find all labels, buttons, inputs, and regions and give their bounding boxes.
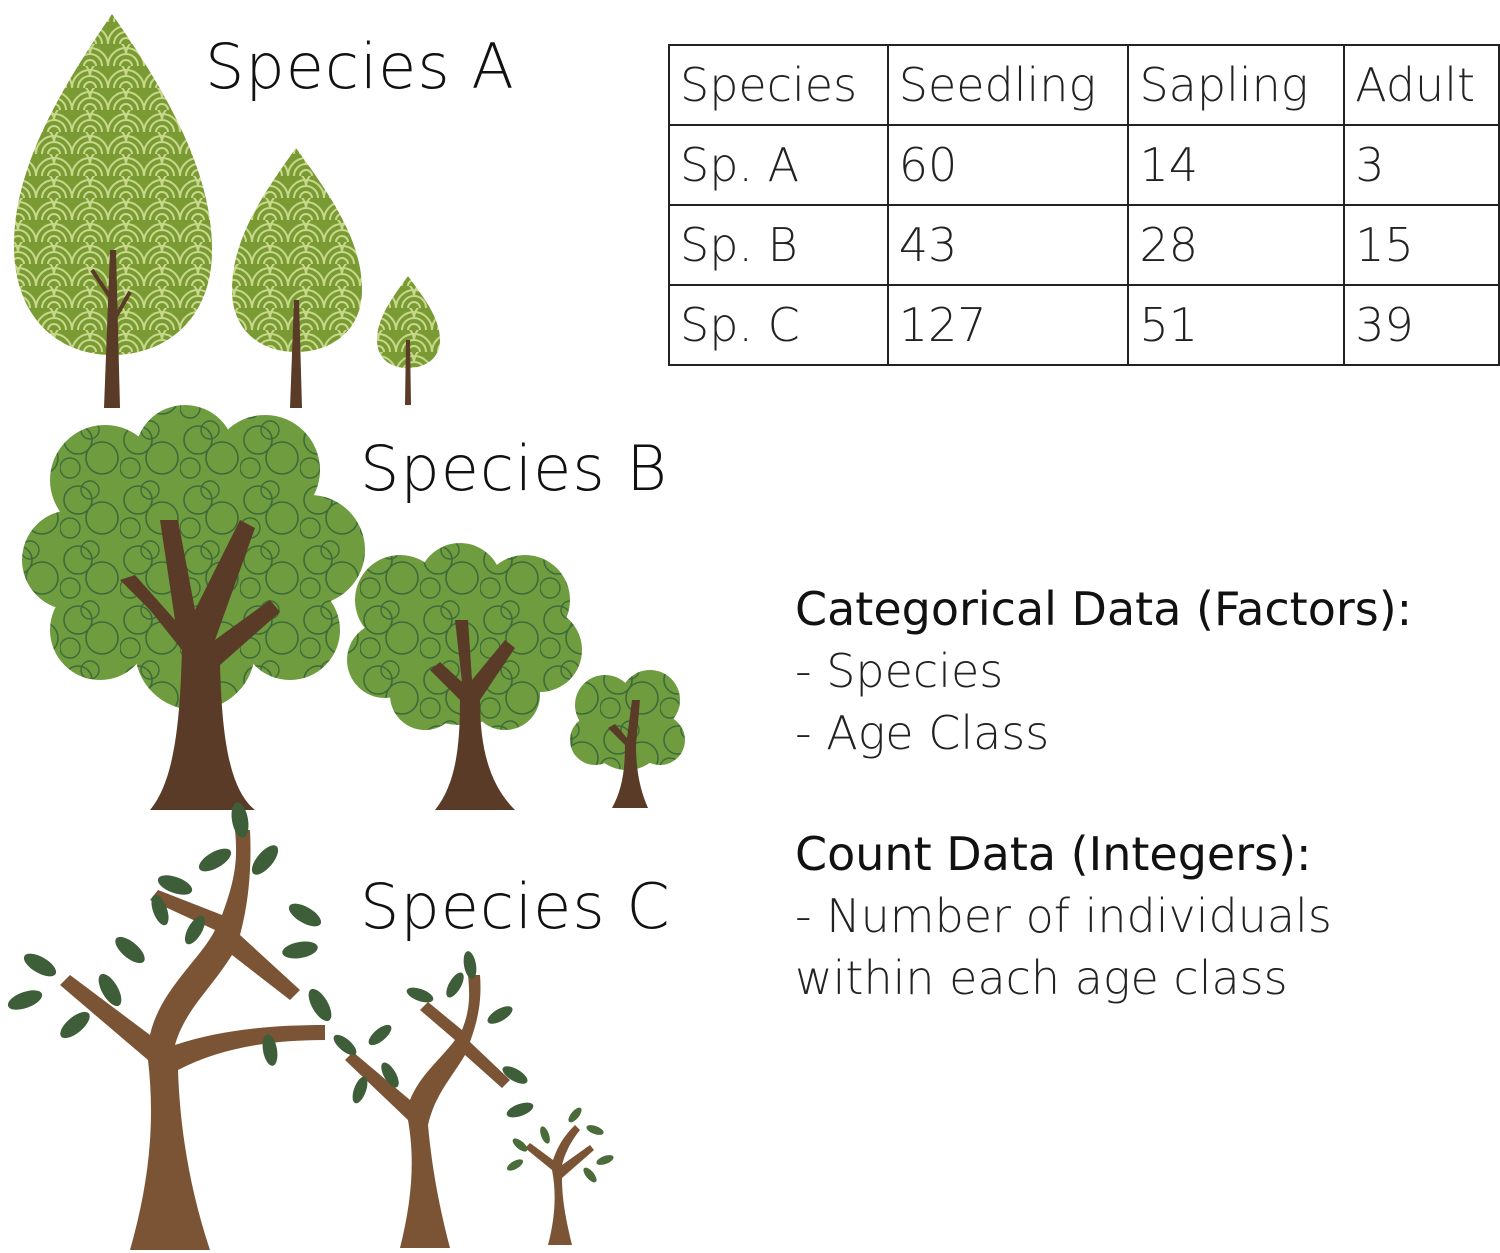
table-cell: 14 xyxy=(1127,124,1346,206)
list-item: - Age Class xyxy=(795,706,1050,760)
species-b-label: Species B xyxy=(360,432,668,505)
table-cell: 127 xyxy=(886,284,1130,366)
table-cell: 60 xyxy=(886,124,1130,206)
list-item: within each age class xyxy=(795,951,1288,1005)
age-class-count-table: Species Seedling Sapling Adult Sp. A 60 … xyxy=(668,44,1500,366)
table-row: Sp. C 127 51 39 xyxy=(668,284,1500,366)
table-header-cell: Sapling xyxy=(1127,44,1346,126)
species-c-label: Species C xyxy=(360,870,671,943)
table-cell: 43 xyxy=(886,204,1130,286)
count-heading: Count Data (Integers): xyxy=(795,827,1312,881)
species-a-label: Species A xyxy=(205,30,515,103)
round-tree-icon xyxy=(570,670,685,808)
categorical-heading: Categorical Data (Factors): xyxy=(795,582,1413,636)
table-header-cell: Seedling xyxy=(886,44,1130,126)
list-item: - Number of individuals xyxy=(795,889,1332,943)
table-row: Sp. B 43 28 15 xyxy=(668,204,1500,286)
count-data-notes: Count Data (Integers): - Number of indiv… xyxy=(795,823,1332,1009)
table-cell: 3 xyxy=(1343,124,1500,206)
branchy-tree-icon xyxy=(506,1107,614,1245)
teardrop-tree-icon xyxy=(377,276,440,405)
table-cell: 28 xyxy=(1127,204,1346,286)
table-header-row: Species Seedling Sapling Adult xyxy=(668,44,1500,126)
table-cell: 39 xyxy=(1343,284,1500,366)
table-cell: 51 xyxy=(1127,284,1346,366)
categorical-data-notes: Categorical Data (Factors): - Species - … xyxy=(795,578,1412,764)
branchy-tree-icon xyxy=(333,951,534,1248)
round-tree-icon xyxy=(22,405,365,810)
table-cell: Sp. C xyxy=(668,284,889,366)
list-item: - Species xyxy=(795,644,1004,698)
table-cell: Sp. A xyxy=(668,124,889,206)
teardrop-tree-icon xyxy=(232,148,362,408)
table-cell: Sp. B xyxy=(668,204,889,286)
teardrop-tree-icon xyxy=(13,14,212,408)
branchy-tree-icon xyxy=(7,802,332,1250)
table-row: Sp. A 60 14 3 xyxy=(668,124,1500,206)
table-cell: 15 xyxy=(1343,204,1500,286)
table-header-cell: Species xyxy=(668,44,889,126)
round-tree-icon xyxy=(347,543,582,810)
table-header-cell: Adult xyxy=(1343,44,1500,126)
